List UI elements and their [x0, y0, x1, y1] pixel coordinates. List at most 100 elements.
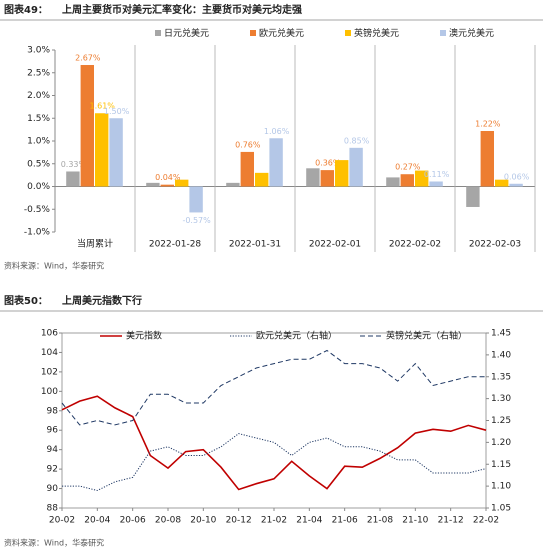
y-tick-label: 102 [41, 367, 58, 377]
x-tick-label: 21-08 [367, 516, 393, 526]
y-tick-label: 100 [41, 387, 58, 397]
legend-label: 英镑兑美元（右轴） [386, 330, 467, 342]
bar [240, 151, 254, 187]
y2-tick-label: 1.30 [491, 394, 511, 404]
y-tick-label: -1.0% [24, 228, 51, 238]
series-line [62, 433, 487, 492]
y2-tick-label: 1.10 [491, 482, 511, 492]
x-tick-label: 20-06 [120, 516, 146, 526]
y-tick-label: 2.0% [27, 91, 50, 101]
legend-label: 欧元兑美元 [259, 27, 304, 39]
x-tick-label: 20-12 [226, 516, 252, 526]
bar [146, 182, 160, 187]
y2-tick-label: 1.25 [491, 416, 511, 426]
figure-title: 上周主要货币对美元汇率变化：主要货币对美元均走强 [62, 3, 302, 16]
x-tick-label: 21-04 [296, 516, 322, 526]
legend-swatch [345, 30, 351, 36]
y-tick-label: 0.0% [27, 182, 50, 192]
x-tick-label: 当周累计 [77, 238, 113, 250]
legend-label: 日元兑美元 [164, 27, 209, 39]
x-tick-label: 21-10 [402, 516, 428, 526]
bar [306, 168, 320, 187]
bar [95, 113, 109, 187]
figure-title: 上周美元指数下行 [62, 294, 142, 307]
legend-label: 澳元兑美元 [449, 27, 494, 39]
legend-swatch [440, 30, 446, 36]
y-tick-label: -0.5% [24, 205, 51, 215]
y-tick-label: 2.5% [27, 68, 50, 78]
data-label: 1.61% [89, 102, 115, 111]
bar [255, 172, 269, 187]
data-label: 0.36% [315, 159, 341, 168]
data-label: 0.04% [155, 173, 181, 182]
x-tick-label: 2022-02-01 [309, 240, 361, 250]
data-label: 0.76% [235, 140, 261, 149]
y2-tick-label: 1.40 [491, 350, 511, 360]
x-tick-label: 21-02 [261, 516, 287, 526]
y-tick-label: 1.0% [27, 137, 50, 147]
bar [80, 65, 94, 187]
x-tick-label: 20-10 [190, 516, 216, 526]
y-tick-label: 92 [47, 465, 58, 475]
y-tick-label: 96 [47, 426, 59, 436]
bar [175, 179, 189, 187]
y-tick-label: 88 [47, 504, 59, 514]
y-tick-label: 104 [41, 348, 58, 358]
y2-tick-label: 1.35 [491, 372, 511, 382]
source: 资料来源：Wind，华泰研究 [4, 538, 104, 548]
series-line [61, 349, 486, 426]
x-tick-label: 22-02 [473, 516, 499, 526]
bar [509, 183, 523, 187]
x-tick-label: 20-02 [49, 516, 75, 526]
data-label: 1.50% [104, 107, 130, 116]
data-label: 0.27% [395, 163, 421, 172]
data-label: 0.06% [504, 172, 530, 181]
bar [160, 184, 174, 187]
bar [480, 130, 494, 187]
y-tick-label: 3.0% [27, 46, 50, 56]
y2-tick-label: 1.45 [491, 329, 511, 339]
legend-label: 美元指数 [126, 330, 162, 342]
bar [335, 160, 349, 187]
data-label: -0.57% [182, 216, 211, 225]
y-tick-label: 1.5% [27, 114, 50, 124]
x-tick-label: 2022-01-28 [149, 240, 202, 250]
bar [495, 179, 509, 187]
bar [109, 118, 123, 187]
y2-tick-label: 1.15 [491, 460, 511, 470]
data-label: 0.11% [424, 170, 450, 179]
y2-tick-label: 1.20 [491, 438, 511, 448]
legend-label: 欧元兑美元（右轴） [256, 330, 337, 342]
bar [466, 186, 480, 207]
series-line [61, 395, 487, 491]
figure-label: 图表50： [4, 294, 48, 307]
bar [400, 174, 414, 187]
data-label: 0.33% [61, 160, 87, 169]
x-tick-label: 20-08 [155, 516, 181, 526]
y-tick-label: 98 [47, 406, 59, 416]
x-tick-label: 2022-02-02 [389, 240, 441, 250]
data-label: 1.06% [264, 127, 290, 136]
figure-label: 图表49： [4, 3, 48, 16]
y-tick-label: 106 [41, 329, 58, 339]
x-tick-label: 2022-01-31 [229, 240, 281, 250]
bar [320, 170, 334, 187]
plot-frame [61, 332, 487, 509]
legend-swatch [155, 30, 161, 36]
legend-swatch [250, 30, 256, 36]
bar [189, 186, 203, 213]
y-tick-label: 90 [47, 484, 59, 494]
bar [66, 171, 80, 187]
x-tick-label: 21-12 [438, 516, 464, 526]
source: 资料来源：Wind，华泰研究 [4, 261, 104, 271]
bar [269, 138, 283, 187]
y-tick-label: 0.5% [27, 159, 50, 169]
data-label: 1.22% [475, 119, 501, 128]
bar [349, 147, 363, 187]
x-tick-label: 21-06 [332, 516, 358, 526]
y2-tick-label: 1.05 [491, 504, 511, 514]
bar [415, 170, 429, 187]
y-tick-label: 94 [47, 445, 59, 455]
bar [226, 182, 240, 187]
